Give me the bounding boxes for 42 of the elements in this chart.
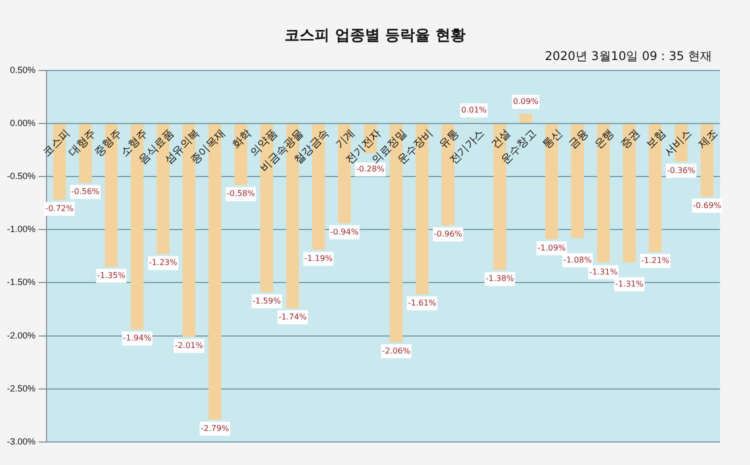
y-tick-label: -1.00% (6, 224, 36, 234)
y-tick-label: -1.50% (6, 277, 36, 288)
data-label: -0.72% (45, 204, 74, 214)
y-tick-label: -2.50% (6, 383, 36, 394)
x-tick-label: 통신 (540, 126, 565, 152)
data-label: -1.94% (123, 334, 152, 343)
data-label: -1.08% (563, 255, 592, 264)
y-tick-label: -3.00% (6, 436, 36, 446)
data-label: -2.06% (382, 346, 411, 356)
bar (519, 114, 532, 123)
data-label: -2.01% (174, 340, 204, 350)
data-label: -2.79% (200, 424, 230, 433)
x-tick-label: 증권 (618, 126, 642, 152)
data-label: -1.31% (615, 279, 644, 288)
data-label: -1.21% (641, 256, 670, 266)
data-label: -0.36% (666, 166, 696, 175)
data-label: -0.94% (330, 227, 359, 236)
y-tick-label: -0.50% (6, 171, 36, 182)
data-label: -0.69% (692, 200, 722, 210)
chart-subtitle: 2020년 3월10일 09 : 35 현재 (544, 48, 712, 65)
y-tick-label: -2.00% (6, 330, 36, 340)
chart-title: 코스피 업종별 등락율 현황 (284, 26, 466, 45)
data-label: -1.23% (148, 258, 178, 268)
data-label: -1.38% (486, 274, 514, 284)
data-label: -1.35% (97, 270, 126, 280)
data-label: -1.31% (589, 267, 618, 276)
data-label: -1.59% (252, 296, 282, 306)
data-label: 0.01% (461, 106, 488, 114)
x-tick-label: 제조 (695, 126, 720, 152)
y-tick-label: 0.50% (10, 64, 36, 75)
data-label: -0.96% (434, 229, 463, 238)
data-label: -1.74% (278, 312, 308, 322)
data-label: -1.61% (408, 298, 437, 308)
data-label: -0.28% (356, 164, 385, 174)
x-tick-label: 금융 (566, 126, 591, 152)
data-label: -0.58% (226, 189, 256, 198)
data-label: -0.56% (71, 187, 100, 196)
data-label: -1.09% (537, 243, 566, 252)
data-label: 0.09% (513, 97, 539, 106)
y-tick-label: 0.00% (10, 118, 36, 128)
x-tick-label: 은행 (592, 126, 617, 152)
data-label: -1.19% (304, 254, 334, 263)
